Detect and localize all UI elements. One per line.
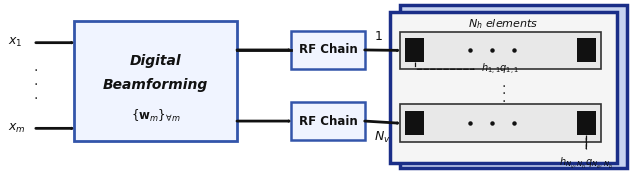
Text: $x_1$: $x_1$	[8, 36, 23, 49]
Text: $\cdot$: $\cdot$	[501, 93, 506, 107]
Text: $\cdot$: $\cdot$	[33, 62, 38, 76]
Text: $\cdot$: $\cdot$	[33, 90, 38, 104]
Bar	[400, 5, 627, 168]
Bar	[577, 111, 596, 135]
Text: Beamforming: Beamforming	[103, 78, 208, 92]
Bar	[577, 38, 596, 62]
Bar	[400, 104, 601, 142]
Text: $\cdot$: $\cdot$	[501, 85, 506, 99]
Bar	[405, 38, 424, 62]
Bar	[405, 111, 424, 135]
Bar	[74, 21, 237, 141]
Text: 1: 1	[374, 30, 382, 43]
Text: $\cdot$: $\cdot$	[501, 78, 506, 92]
Text: $\cdot$: $\cdot$	[33, 76, 38, 90]
Text: $N_h$ elements: $N_h$ elements	[468, 17, 539, 31]
Text: $\{\mathbf{w}_m\}_{\forall m}$: $\{\mathbf{w}_m\}_{\forall m}$	[131, 107, 180, 124]
Bar	[400, 32, 601, 69]
Text: $h_{N_v,N_h}q_{N_e,N_b}$: $h_{N_v,N_h}q_{N_e,N_b}$	[559, 156, 614, 171]
Bar	[291, 102, 365, 140]
Text: Digital: Digital	[130, 54, 181, 68]
Text: RF Chain: RF Chain	[299, 115, 357, 128]
Text: $N_v$: $N_v$	[374, 130, 391, 145]
Text: $x_m$: $x_m$	[8, 122, 26, 135]
Text: $h_{1,1}q_{1,1}$: $h_{1,1}q_{1,1}$	[481, 62, 519, 77]
Bar	[291, 31, 365, 69]
Bar	[390, 12, 617, 163]
Text: RF Chain: RF Chain	[299, 43, 357, 57]
